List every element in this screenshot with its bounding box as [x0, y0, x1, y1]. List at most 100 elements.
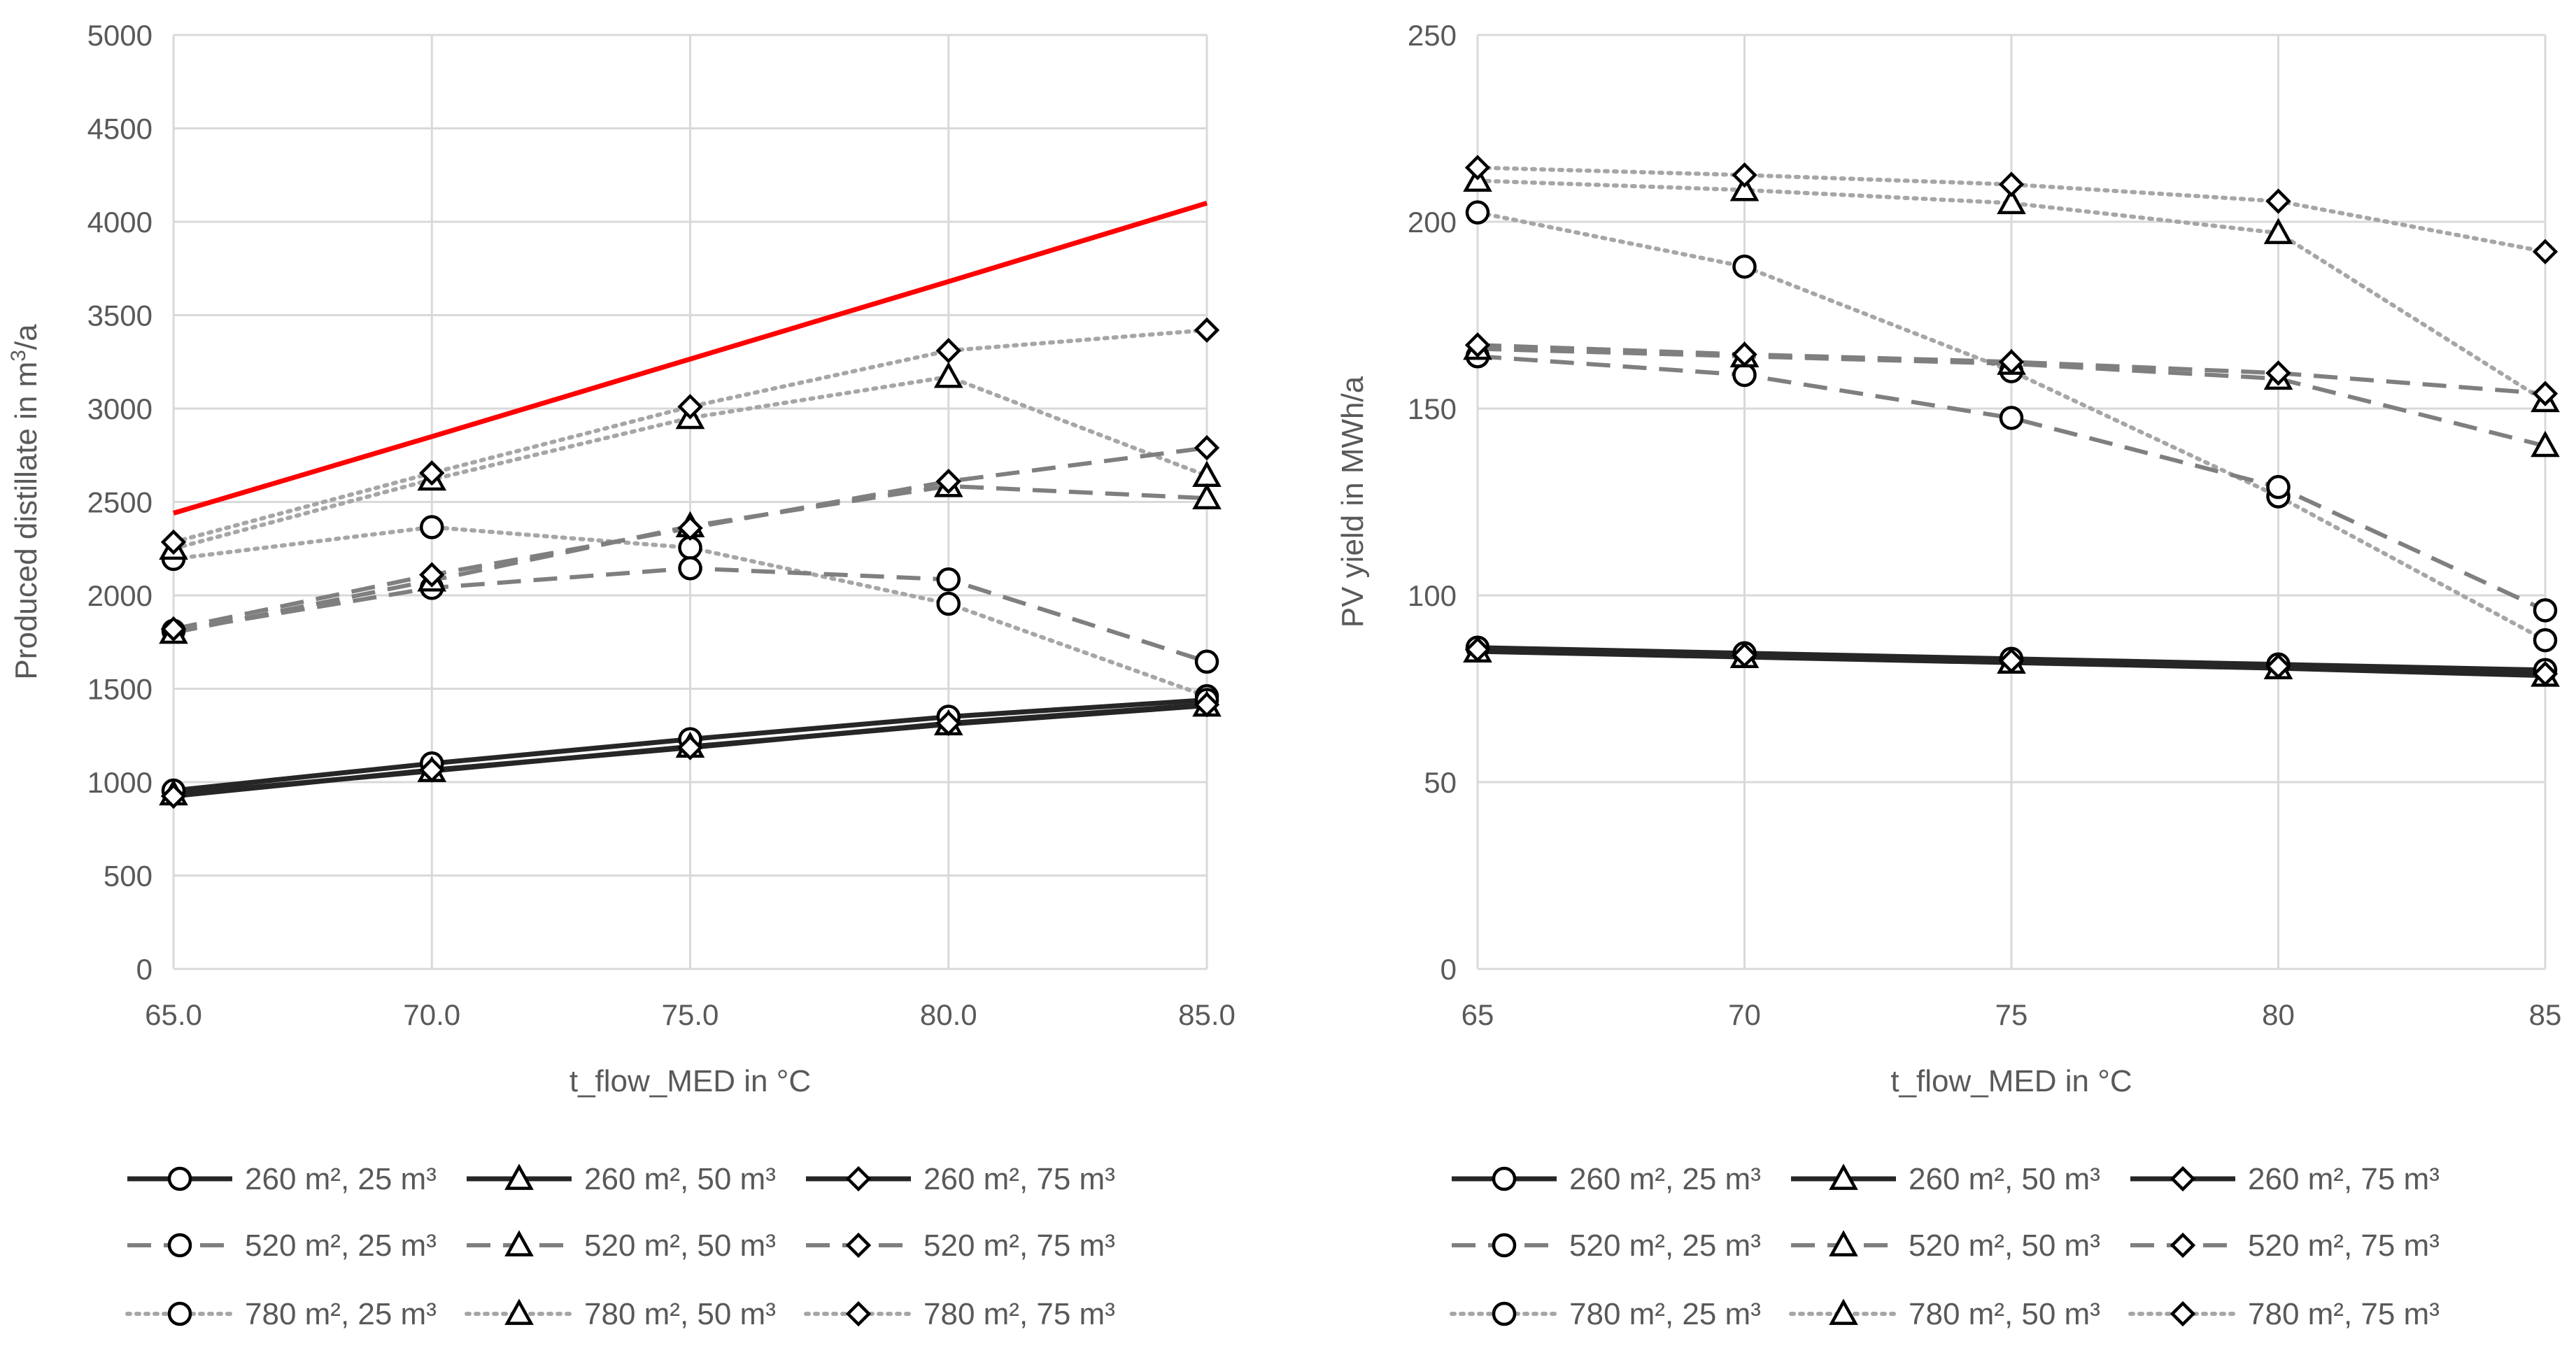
pv-yield-chart: 0 50 100 150 200 250 65 70 75 80 85 t_flow_MED in °…	[1336, 19, 2561, 1098]
pv-yield-series-8-point	[1997, 187, 2026, 215]
pv-yield-series-6-point	[2532, 381, 2559, 406]
pv-yield-series-3-point	[2532, 660, 2559, 687]
distillate-y-tick-label: 4000	[87, 206, 153, 239]
distillate-series-6-point	[1194, 434, 1220, 461]
pv-yield-series-9-point	[1998, 171, 2025, 197]
distillate-series-6-point	[677, 515, 703, 541]
distillate-series-3-point	[1194, 692, 1220, 718]
pv-yield-x-tick-label: 85	[2529, 998, 2562, 1031]
distillate-y-tick-label: 5000	[87, 19, 153, 52]
pv-yield-y-tick-label: 100	[1408, 579, 1457, 612]
distillate-reference-line	[173, 200, 1208, 516]
pv-yield-x-tick-label: 70	[1728, 998, 1761, 1031]
pv-yield-legend-label-8: 780 m², 50 m³	[1909, 1297, 2100, 1331]
distillate-y-tick-label: 500	[104, 860, 153, 893]
pv-yield-legend-marker-1	[1492, 1166, 1517, 1191]
distillate-series-line-9	[171, 327, 1209, 544]
distillate-y-tick-label: 3500	[87, 299, 153, 332]
distillate-series-6-point	[935, 468, 961, 495]
pv-yield-legend-marker-6	[2170, 1232, 2196, 1259]
pv-yield-legend-label-1: 260 m², 25 m³	[1569, 1162, 1761, 1196]
distillate-y-axis-title-main: Produced distillate in m	[9, 362, 43, 680]
pv-yield-legend-label-2: 260 m², 50 m³	[1909, 1162, 2100, 1196]
pv-yield-series-7-point	[2533, 628, 2558, 653]
pv-yield-legend-marker-5	[1829, 1230, 1858, 1256]
distillate-series-9-point	[677, 394, 703, 420]
distillate-legend-label-7: 780 m², 25 m³	[245, 1297, 437, 1331]
pv-yield-series-3-point	[2265, 653, 2291, 679]
distillate-x-tick-label: 65.0	[145, 998, 202, 1031]
distillate-y-axis-title: Produced distillate in m3/a	[7, 324, 43, 680]
distillate-legend-marker-9	[845, 1301, 872, 1327]
distillate-legend-marker-3	[845, 1166, 872, 1192]
pv-yield-series-7-point	[1465, 200, 1490, 225]
distillate-series-3-point	[419, 757, 445, 783]
distillate-series-7-point	[420, 515, 444, 539]
distillate-y-tick-label: 4500	[87, 113, 153, 146]
pv-yield-series-3-point	[1732, 642, 1757, 668]
pv-yield-legend-marker-9	[2170, 1301, 2196, 1327]
distillate-y-tick-label: 1000	[87, 766, 153, 799]
distillate-y-tick-label: 0	[136, 953, 153, 986]
distillate-series-5-point	[1192, 483, 1222, 510]
pv-yield-x-tick-label: 65	[1462, 998, 1494, 1031]
distillate-series-7-point	[936, 591, 961, 616]
distillate-series-9-point	[1194, 317, 1220, 343]
distillate-legend-label-5: 520 m², 50 m³	[584, 1228, 776, 1263]
distillate-legend-label-3: 260 m², 75 m³	[923, 1162, 1115, 1196]
pv-yield-series-9-point	[2265, 188, 2291, 214]
distillate-legend-label-6: 520 m², 75 m³	[923, 1228, 1115, 1263]
pv-yield-y-tick-label: 250	[1408, 19, 1457, 52]
pv-yield-series-9-point	[2532, 239, 2559, 264]
distillate-series-4-point	[678, 556, 702, 581]
distillate-series-8-point	[1192, 460, 1222, 487]
pv-yield-legend: 260 m², 25 m³ 260 m², 50 m³ 260 m², 75 m³ 5…	[1450, 1162, 2440, 1331]
distillate-series-3-point	[935, 710, 961, 737]
distillate-series-9-point	[419, 460, 445, 486]
distillate-legend-label-9: 780 m², 75 m³	[923, 1297, 1115, 1331]
distillate-legend-marker-2	[504, 1163, 534, 1190]
pv-yield-legend-marker-3	[2170, 1166, 2196, 1192]
pv-yield-series-8-point	[1729, 174, 1760, 201]
distillate-series-4-point	[1194, 649, 1219, 674]
distillate-legend-marker-8	[504, 1298, 534, 1325]
pv-yield-series-7-point	[1732, 254, 1757, 279]
pv-yield-series-4-point	[1999, 406, 2024, 430]
pv-yield-series-3-point	[1998, 648, 2025, 674]
pv-yield-legend-marker-2	[1829, 1163, 1858, 1190]
distillate-y-tick-label: 2500	[87, 486, 153, 519]
pv-yield-legend-label-4: 520 m², 25 m³	[1569, 1228, 1761, 1263]
distillate-series-9-point	[160, 529, 187, 555]
pv-yield-series-6-point	[1464, 332, 1491, 358]
distillate-y-axis-title-suffix: /a	[9, 324, 43, 350]
distillate-legend-label-8: 780 m², 50 m³	[584, 1297, 776, 1331]
distillate-y-tick-label: 2000	[87, 579, 153, 612]
pv-yield-x-tick-label: 75	[1995, 998, 2028, 1031]
distillate-legend-marker-6	[845, 1232, 872, 1259]
distillate-series-6-point	[160, 616, 187, 642]
pv-yield-y-axis-title-main: PV yield in MWh/a	[1336, 376, 1370, 628]
pv-yield-series-6-point	[1732, 341, 1757, 367]
pv-yield-series-4-point	[2533, 598, 2558, 623]
distillate-legend-label-1: 260 m², 25 m³	[245, 1162, 437, 1196]
distillate-x-tick-label: 80.0	[920, 998, 977, 1031]
pv-yield-series-4-point	[2266, 474, 2291, 500]
pv-yield-y-tick-label: 200	[1408, 206, 1457, 239]
pv-yield-y-tick-label: 0	[1441, 953, 1457, 986]
distillate-legend-label-4: 520 m², 25 m³	[245, 1228, 437, 1263]
pv-yield-legend-marker-7	[1492, 1301, 1517, 1326]
pv-yield-x-axis-title: t_flow_MED in °C	[1890, 1064, 2132, 1098]
distillate-x-axis-title: t_flow_MED in °C	[569, 1064, 811, 1098]
pv-yield-series-5-point	[2531, 430, 2560, 458]
distillate-legend-marker-4	[167, 1233, 192, 1258]
pv-yield-series-6-point	[1998, 349, 2025, 375]
distillate-series-4-point	[936, 567, 961, 592]
pv-yield-legend-label-6: 520 m², 75 m³	[2248, 1228, 2440, 1263]
distillate-y-tick-label: 1500	[87, 673, 153, 706]
pv-yield-legend-marker-4	[1492, 1233, 1517, 1258]
pv-yield-series-9-point	[1464, 155, 1491, 180]
pv-yield-series-line-4	[1477, 354, 2547, 613]
distillate-x-tick-label: 85.0	[1178, 998, 1236, 1031]
distillate-legend-label-2: 260 m², 50 m³	[584, 1162, 776, 1196]
distillate-legend-marker-1	[167, 1166, 192, 1191]
